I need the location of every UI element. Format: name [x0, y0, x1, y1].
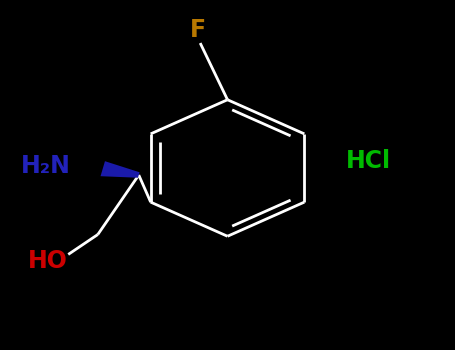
- Text: F: F: [190, 18, 206, 42]
- Text: HCl: HCl: [346, 149, 391, 173]
- Polygon shape: [101, 161, 140, 178]
- Text: HO: HO: [28, 249, 68, 273]
- Text: H₂N: H₂N: [20, 154, 71, 178]
